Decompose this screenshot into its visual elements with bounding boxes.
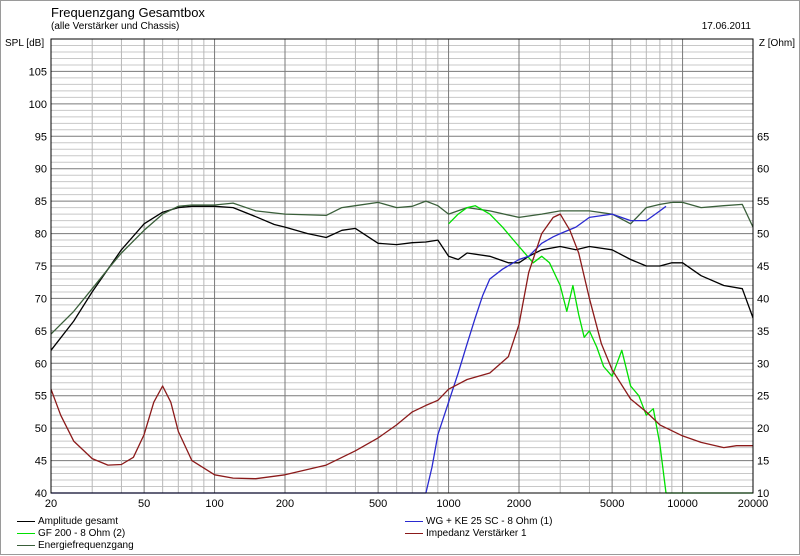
y-left-tick-label: 105: [29, 66, 47, 78]
y-left-tick-label: 90: [35, 164, 47, 176]
y-right-tick-label: 65: [757, 131, 769, 143]
y-axis-right-label: Z [Ohm]: [758, 38, 795, 49]
x-tick-label: 500: [369, 498, 387, 510]
y-left-tick-label: 60: [35, 358, 47, 370]
series-line-impedanz-verst-rker-1: [50, 213, 753, 480]
series-line-gf-200-8-ohm-2: [448, 205, 753, 494]
y-left-tick-label: 85: [35, 196, 47, 208]
grid-lines: [50, 38, 754, 494]
legend-label: Energiefrequenzgang: [38, 540, 134, 551]
legend-item-wg: WG + KE 25 SC - 8 Ohm (1): [405, 516, 552, 527]
y-right-tick-label: 35: [757, 326, 769, 338]
y-right-tick-label: 25: [757, 391, 769, 403]
y-axis-left-label: SPL [dB]: [5, 38, 45, 49]
x-axis-ticks: 20 50 100 200 500 1000 2000 5000 10000 20000: [45, 498, 768, 510]
legend-swatch: [17, 545, 35, 546]
chart-date: 17.06.2011: [701, 21, 751, 32]
legend-swatch: [17, 533, 35, 534]
y-left-tick-label: 75: [35, 261, 47, 273]
legend-label: Impedanz Verstärker 1: [426, 528, 527, 539]
legend-item-energy: Energiefrequenzgang: [17, 540, 134, 551]
y-left-tick-label: 40: [35, 488, 47, 500]
x-tick-label: 20: [45, 498, 57, 510]
series-lines: [50, 200, 754, 494]
x-tick-label: 100: [205, 498, 223, 510]
x-tick-label: 10000: [667, 498, 698, 510]
chart-subtitle: (alle Verstärker und Chassis): [51, 21, 180, 32]
y-left-tick-label: 45: [35, 456, 47, 468]
y-right-tick-label: 10: [757, 488, 769, 500]
plot-frame: [50, 38, 754, 494]
legend: Amplitude gesamt GF 200 - 8 Ohm (2) Ener…: [1, 512, 800, 554]
series-line-amplitude-gesamt: [50, 205, 754, 351]
chart-title: Frequenzgang Gesamtbox: [51, 5, 205, 20]
y-axis-right-ticks: 10 15 20 25 30 35 40 45 50 55 60 65: [757, 131, 769, 500]
series-line-wg-ke-25-sc-8-ohm-1: [51, 205, 667, 494]
legend-label: Amplitude gesamt: [38, 516, 119, 527]
y-left-tick-label: 50: [35, 423, 47, 435]
x-tick-label: 5000: [600, 498, 624, 510]
series-line-energiefrequenzgang: [50, 200, 754, 335]
legend-item-gf200: GF 200 - 8 Ohm (2): [17, 528, 125, 539]
x-tick-label: 20000: [738, 498, 769, 510]
legend-label: GF 200 - 8 Ohm (2): [38, 528, 126, 539]
y-left-tick-label: 70: [35, 293, 47, 305]
y-left-tick-label: 65: [35, 326, 47, 338]
y-axis-left-ticks: 40 45 50 55 60 65 70 75 80 85 90 95 100 105: [29, 66, 47, 500]
y-left-tick-label: 55: [35, 391, 47, 403]
y-right-tick-label: 15: [757, 456, 769, 468]
legend-label: WG + KE 25 SC - 8 Ohm (1): [426, 516, 553, 527]
legend-swatch: [405, 521, 423, 522]
legend-item-impedance: Impedanz Verstärker 1: [405, 528, 527, 539]
y-right-tick-label: 20: [757, 423, 769, 435]
y-right-tick-label: 55: [757, 196, 769, 208]
x-tick-label: 200: [276, 498, 294, 510]
y-left-tick-label: 100: [29, 99, 47, 111]
legend-swatch: [405, 533, 423, 534]
y-left-tick-label: 95: [35, 131, 47, 143]
x-tick-label: 1000: [436, 498, 460, 510]
legend-item-amplitude: Amplitude gesamt: [17, 516, 118, 527]
legend-swatch: [17, 521, 35, 522]
y-right-tick-label: 40: [757, 293, 769, 305]
y-right-tick-label: 60: [757, 164, 769, 176]
x-tick-label: 2000: [507, 498, 531, 510]
y-right-tick-label: 30: [757, 358, 769, 370]
x-tick-label: 50: [138, 498, 150, 510]
y-right-tick-label: 50: [757, 229, 769, 241]
y-right-tick-label: 45: [757, 261, 769, 273]
y-left-tick-label: 80: [35, 229, 47, 241]
